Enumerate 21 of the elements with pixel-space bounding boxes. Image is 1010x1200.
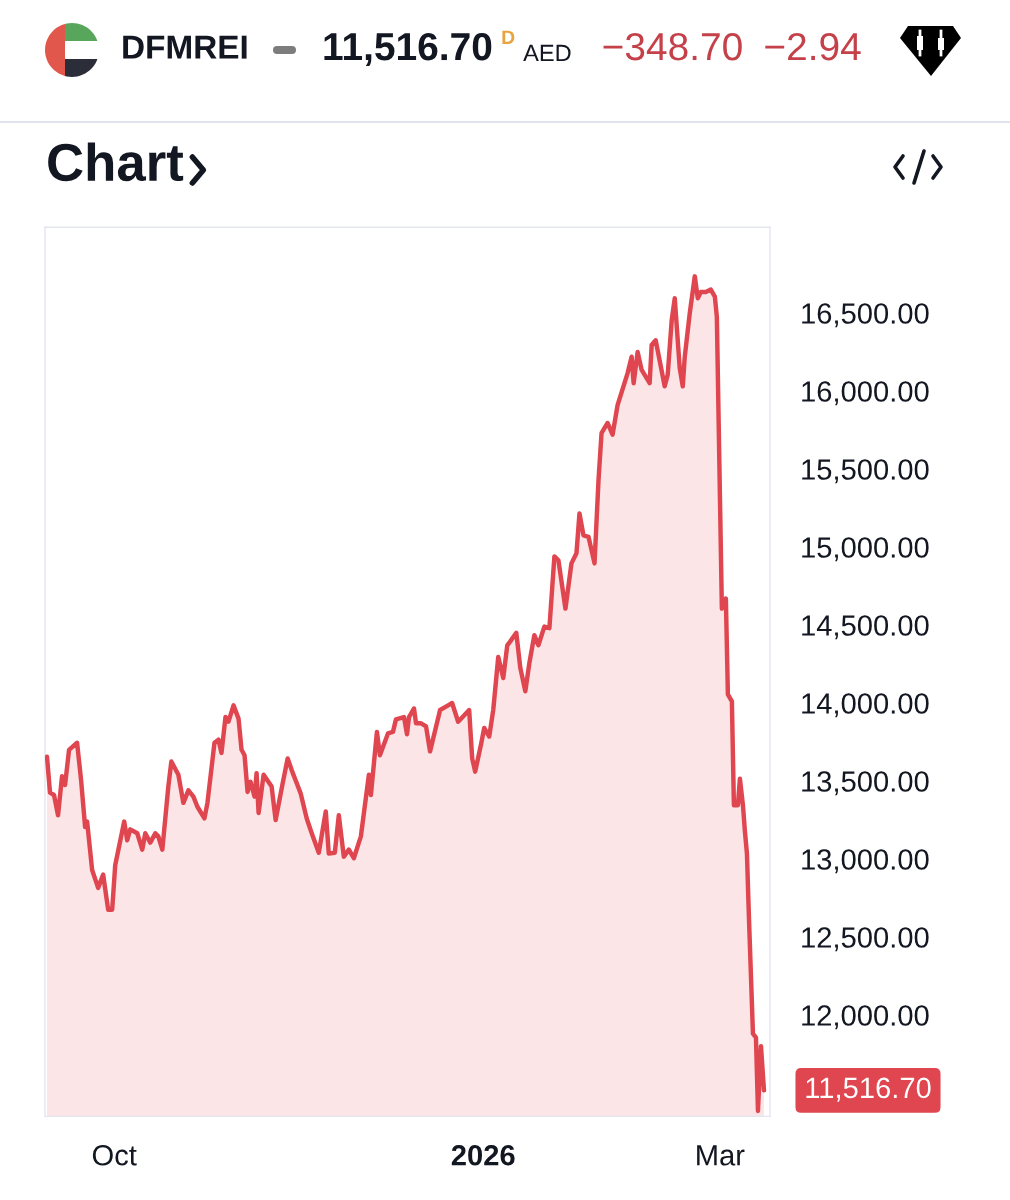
y-tick-label: 14,500.00 [802,615,929,640]
y-tick-label: 16,500.00 [802,303,929,328]
y-tick-label: 13,000.00 [802,849,929,874]
y-tick-label: 12,500.00 [802,927,929,952]
y-tick-label: 14,000.00 [802,693,929,718]
x-tick-label: Mar [697,1145,745,1166]
text: AED [523,44,571,62]
y-tick-label: 13,500.00 [802,771,929,796]
text: −348.70 [603,32,742,61]
x-tick-label: Oct [92,1144,137,1166]
text: D [502,30,515,45]
y-tick-label: 16,000.00 [802,381,929,406]
x-tick-label: 2026 [451,1144,515,1166]
y-tick-label: 15,500.00 [802,459,929,484]
y-tick-label: 12,000.00 [802,1005,929,1030]
chart-subtitle: Chart [48,142,184,182]
text: −2.94 [765,32,861,61]
chart-title: DFMREI [123,35,247,59]
text: 11,516.70 [324,32,492,67]
y-tick-label: 15,000.00 [802,537,929,562]
annotation: 11,516.70 [806,1077,931,1102]
